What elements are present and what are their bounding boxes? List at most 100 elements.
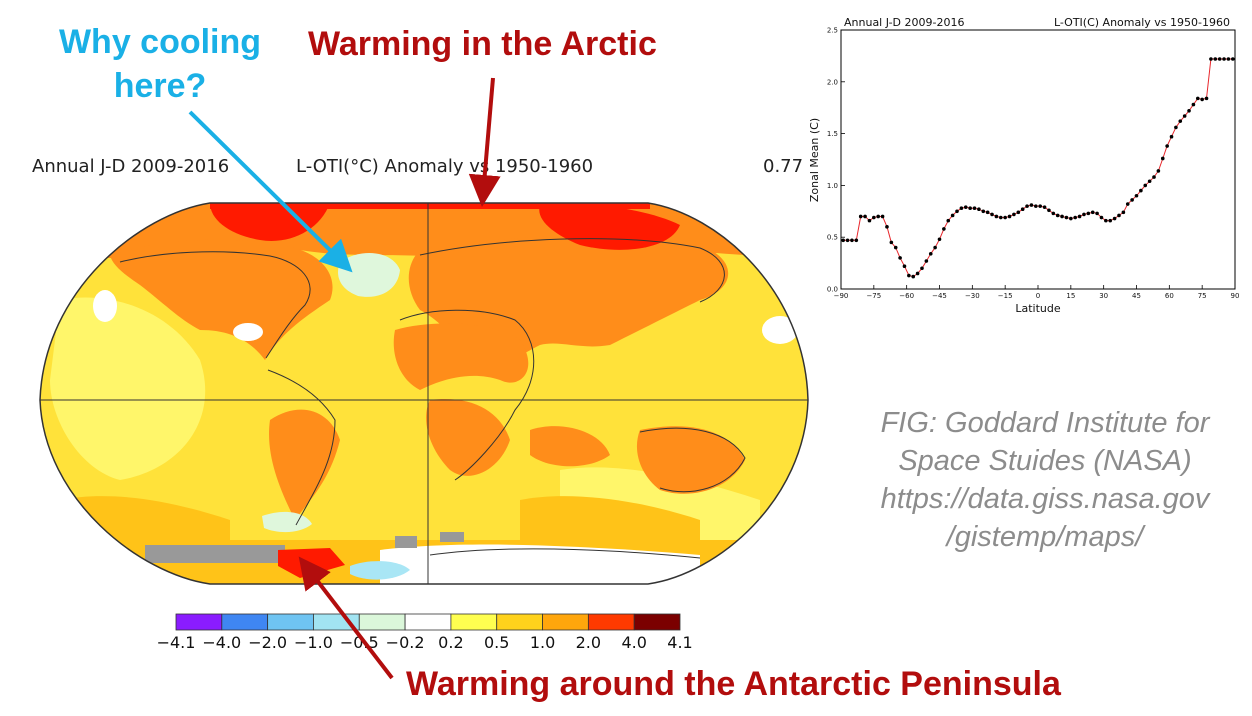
zonal-xtick-label: −60 [899,292,914,300]
zonal-ytick-label: 0.0 [827,286,838,294]
zonal-xtick-label: 15 [1066,292,1075,300]
antarctic-gray-block-3 [440,532,464,542]
zonal-data-point [854,238,859,243]
zonal-data-point [1012,212,1016,217]
zonal-data-point [1069,216,1073,221]
zonal-ytick-label: 1.0 [827,182,838,190]
south-atlantic-pale-green [262,511,312,533]
colorbar-swatch [221,613,269,631]
zonal-data-point [880,214,885,219]
colorbar-swatch [450,613,498,631]
zonal-data-point [1200,97,1204,102]
zonal-data-point [981,209,986,214]
pacific-light-patch [50,297,206,480]
zonal-data-point [1117,213,1121,218]
antarctic-callout: Warming around the Antarctic Peninsula [406,665,1061,703]
zonal-data-point [1195,96,1200,101]
colorbar-swatch [358,613,406,631]
arctic-red-top-strip [210,203,650,209]
antarctic-gray-block-2 [395,536,417,548]
zonal-data-point [1108,218,1113,223]
zonal-xtick-label: 75 [1198,292,1207,300]
zonal-data-point [902,264,907,269]
zonal-data-point [972,206,977,210]
zonal-ytick-label: 2.0 [827,78,838,86]
zonal-yticks: 0.0 0.5 1.0 1.5 2.0 2.5 [827,27,845,294]
colorbar-tick-label: 2.0 [576,633,601,652]
arctic-red-canada [210,203,330,241]
zonal-data-point [1121,210,1126,215]
cooling-callout-line1: Why cooling [58,23,262,61]
map-outline [39,202,809,585]
zonal-data-point [1064,215,1069,220]
colorbar-tick-label: −4.0 [202,633,241,652]
zonal-data-point [876,214,881,219]
zonal-xticks: −90 −75 −60 −45 −30 −15 0 15 30 45 60 75 90 [834,285,1239,300]
map-title-left: Annual J-D 2009-2016 [32,156,230,177]
zonal-data-point [1090,210,1095,215]
zonal-xtick-label: 45 [1132,292,1141,300]
zonal-data-point [1147,179,1152,184]
zonal-data-point [920,266,924,271]
zonal-data-point [1047,208,1051,213]
colorbar-tick-label: −1.0 [294,633,333,652]
zonal-xtick-label: −75 [866,292,881,300]
zonal-title-right: L-OTI(C) Anomaly vs 1950-1960 [1054,16,1230,29]
colorbar-swatch [633,613,681,631]
southern-africa-region [426,399,510,476]
colorbar-tick-label: 1.0 [530,633,555,652]
zonal-data-point [1178,119,1183,123]
zonal-data-point [1020,207,1025,212]
zonal-ytick-label: 2.5 [827,27,838,35]
colorbar-tick-label: 0.2 [438,633,463,652]
zonal-data-point [1152,175,1156,179]
zonal-data-point [950,213,955,218]
zonal-data-point [898,256,902,260]
zonal-plot-frame [840,29,1236,290]
antarctic-cyan-patch [350,561,410,580]
australia-region [636,426,745,494]
zonal-data-point [946,218,951,223]
zonal-data-point [937,237,942,242]
zonal-data-point [867,218,872,223]
zonal-data-point [1125,202,1130,206]
arctic-arrow [468,77,501,207]
zonal-data-point [963,205,968,209]
zonal-ytick-label: 0.5 [827,234,838,242]
zonal-data-point [1112,216,1117,221]
africa-region [393,323,529,390]
zonal-xtick-label: 30 [1099,292,1108,300]
zonal-data-point [1104,218,1108,223]
zonal-data-point [1169,134,1174,139]
zonal-xtick-label: 60 [1165,292,1174,300]
zonal-data-point [1055,213,1060,218]
colorbar-tick-label: 0.5 [484,633,509,652]
zonal-data-point [1016,210,1021,215]
colorbar-tick-label: 4.0 [621,633,646,652]
colorbar: −4.1 −4.0 −2.0 −1.0 −0.5 −0.2 0.2 0.5 1.0 2.0 4.0 4… [157,613,693,652]
zonal-data-point [1025,204,1029,208]
credit-line1: FIG: Goddard Institute for [880,407,1210,439]
colorbar-swatch [496,613,543,631]
zonal-data-point [1174,125,1178,130]
colorbar-tick-label: 4.1 [667,633,692,652]
zonal-data-point [955,209,959,214]
zonal-data-point [933,245,937,250]
zonal-data-point [1060,214,1064,219]
zonal-data-point [850,238,854,243]
zonal-data-point [928,251,933,256]
zonal-data-point [907,273,911,278]
antarctic-white [380,544,700,584]
zonal-data-point [1051,211,1056,216]
zonal-data-point [994,214,999,219]
zonal-data-point [998,215,1003,220]
zonal-data-point [1226,57,1231,61]
zonal-data-point [885,225,889,229]
zonal-data-point [1038,204,1042,208]
zonal-data-point [872,215,876,220]
zonal-data-point [1156,169,1161,173]
white-patch-2 [93,290,117,322]
zonal-data-point [1217,57,1222,61]
zonal-data-point [915,271,920,276]
